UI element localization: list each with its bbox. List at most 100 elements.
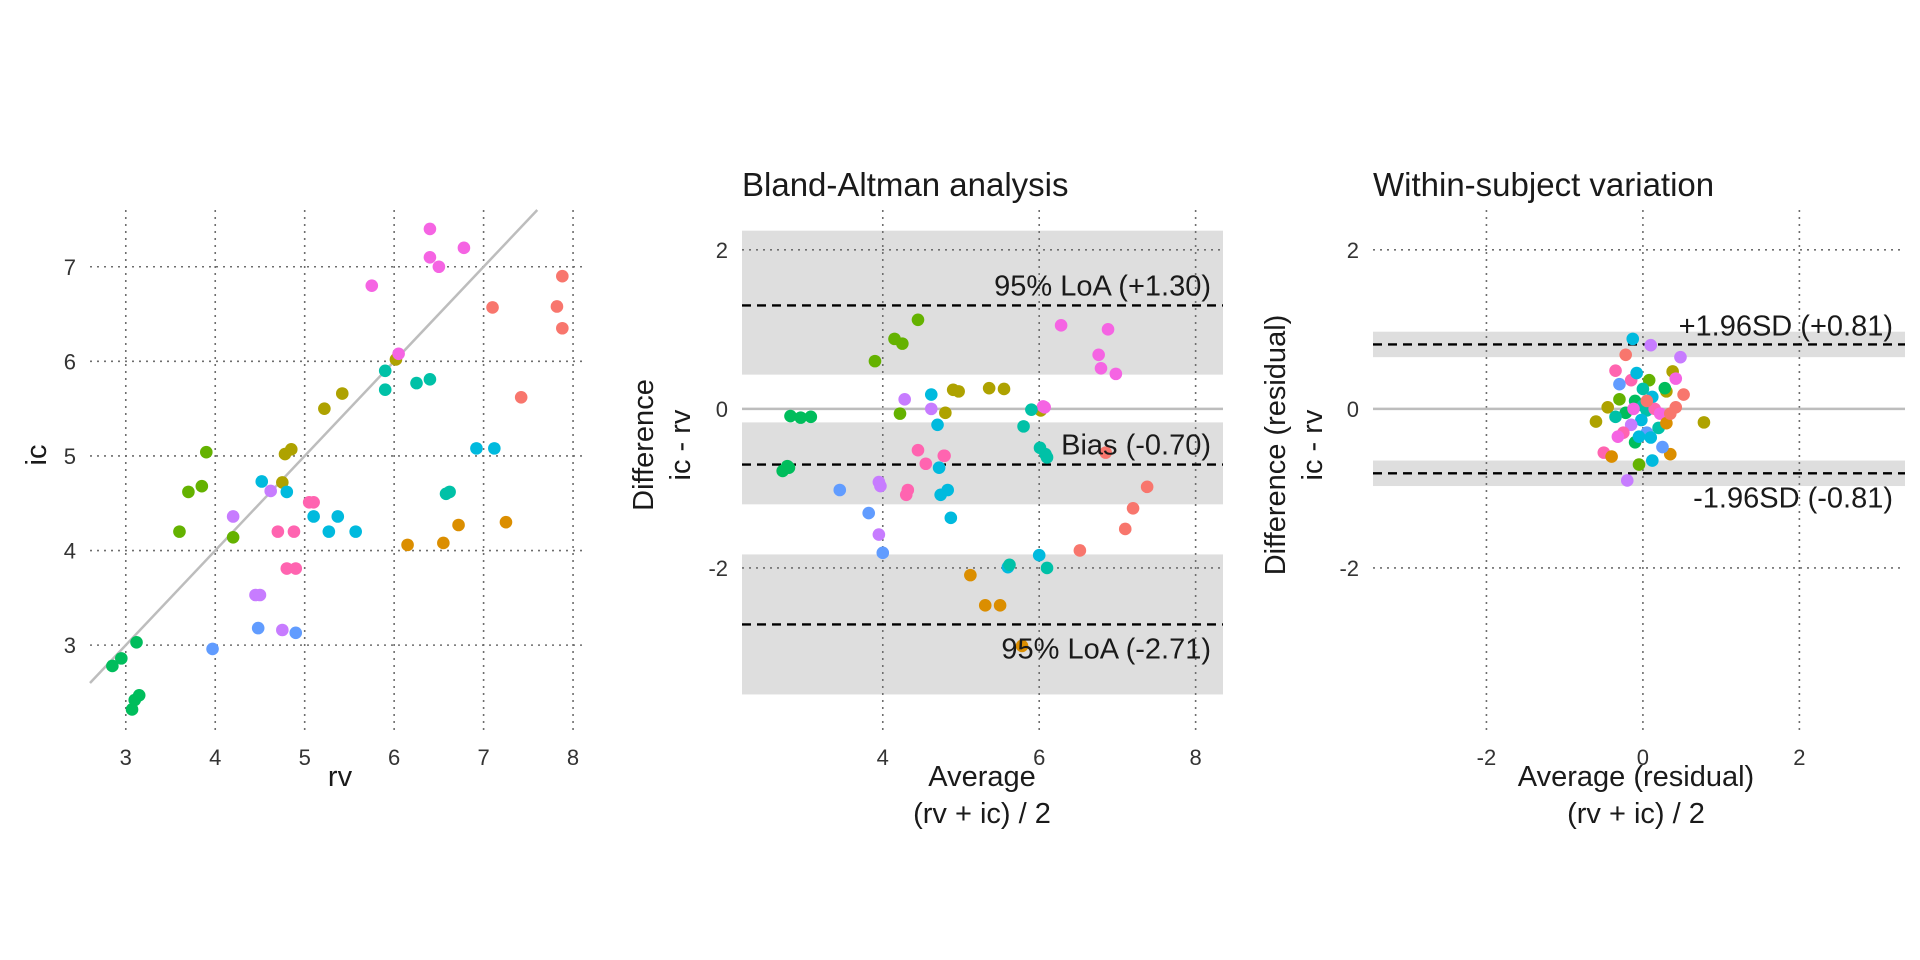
data-point xyxy=(1118,522,1132,536)
data-point xyxy=(437,536,450,550)
data-point xyxy=(804,410,818,424)
x-axis-title-line2: (rv + ic) / 2 xyxy=(1567,798,1705,830)
data-point xyxy=(1092,348,1105,362)
data-point xyxy=(1054,319,1068,332)
data-point xyxy=(931,418,944,432)
data-point xyxy=(924,402,938,416)
x-tick-label: 4 xyxy=(877,745,889,770)
x-tick-label: 6 xyxy=(388,745,400,770)
data-point xyxy=(401,538,414,552)
data-point xyxy=(1609,410,1622,424)
y-tick-label: 2 xyxy=(716,238,728,263)
data-point xyxy=(499,515,513,529)
data-point xyxy=(1040,451,1054,464)
data-point xyxy=(939,406,952,420)
data-point xyxy=(952,385,965,398)
data-point xyxy=(1613,377,1626,391)
data-point xyxy=(423,222,437,236)
data-point xyxy=(264,484,277,498)
data-point xyxy=(556,269,569,283)
data-point xyxy=(911,313,925,327)
data-point xyxy=(893,407,907,420)
data-point xyxy=(1099,446,1112,459)
data-point xyxy=(1073,544,1087,557)
data-point xyxy=(378,364,392,378)
data-point xyxy=(876,546,890,560)
data-point xyxy=(115,652,128,665)
x-tick-label: 0 xyxy=(1637,745,1649,770)
data-point xyxy=(322,525,336,538)
y-tick-label: -2 xyxy=(1339,556,1359,581)
y-axis-title-line2: ic - rv xyxy=(1297,409,1329,480)
data-point xyxy=(1611,430,1625,444)
data-point xyxy=(874,479,887,493)
data-point xyxy=(1626,332,1640,346)
data-point xyxy=(280,485,294,499)
data-point xyxy=(1642,373,1656,387)
data-point xyxy=(1636,382,1650,396)
data-point xyxy=(556,321,569,335)
x-tick-label: -2 xyxy=(1477,745,1497,770)
data-point xyxy=(457,241,471,255)
data-point xyxy=(488,442,501,455)
data-point xyxy=(271,525,285,538)
data-point xyxy=(307,510,320,523)
data-point xyxy=(1036,400,1050,413)
y-axis-title: Difference (residual) xyxy=(1260,315,1292,576)
data-point xyxy=(550,300,564,313)
y-tick-label: 4 xyxy=(64,539,76,564)
panel-scatter: 3 4 5 6 7 8 3 4 5 6 7 rv ic xyxy=(21,209,582,793)
data-point xyxy=(1601,400,1615,414)
data-point xyxy=(1674,350,1687,364)
data-point xyxy=(1644,338,1658,352)
data-point xyxy=(1624,418,1638,432)
data-point xyxy=(1677,388,1690,401)
data-point xyxy=(833,483,847,497)
data-point xyxy=(173,525,186,538)
y-tick-label: 0 xyxy=(716,397,728,422)
data-point xyxy=(1140,480,1154,494)
data-point xyxy=(287,525,301,538)
x-axis-title: Average xyxy=(928,761,1036,793)
bias-label: Bias (-0.70) xyxy=(1061,430,1211,462)
data-point xyxy=(125,703,139,716)
data-point xyxy=(289,562,303,575)
data-point xyxy=(318,402,331,415)
data-point xyxy=(1630,366,1643,380)
data-point xyxy=(1646,454,1659,467)
data-point xyxy=(276,623,289,637)
data-point xyxy=(410,376,423,390)
data-point xyxy=(978,599,992,612)
data-point xyxy=(1101,323,1115,336)
sd-upper-label: +1.96SD (+0.81) xyxy=(1679,310,1893,342)
data-point xyxy=(1632,430,1646,444)
data-point xyxy=(932,461,946,475)
data-point xyxy=(1663,407,1677,420)
data-point xyxy=(452,518,465,532)
x-axis-title-line2: (rv + ic) / 2 xyxy=(913,798,1051,830)
data-point xyxy=(307,495,320,509)
data-point xyxy=(896,337,909,350)
data-point xyxy=(1669,372,1683,385)
x-tick-label: 6 xyxy=(1033,745,1045,770)
data-point xyxy=(432,260,446,274)
data-point xyxy=(392,347,405,361)
data-point xyxy=(106,659,119,673)
data-point xyxy=(1697,416,1711,429)
data-point xyxy=(195,479,209,493)
y-axis-title: Difference xyxy=(628,379,660,511)
data-point xyxy=(1126,501,1140,515)
data-point xyxy=(862,506,876,520)
data-point xyxy=(898,393,911,406)
y-axis-title: ic xyxy=(21,445,53,466)
data-point xyxy=(1609,364,1622,377)
data-point xyxy=(251,621,265,635)
x-tick-label: 5 xyxy=(299,745,311,770)
x-tick-label: 4 xyxy=(209,745,221,770)
panel-bland-altman: 95% LoA (+1.30) Bias (-0.70) 95% LoA (-2.7… xyxy=(628,166,1223,830)
data-point xyxy=(226,530,240,544)
y-tick-label: 2 xyxy=(1347,238,1359,263)
data-point xyxy=(253,588,267,602)
data-point xyxy=(1589,415,1603,428)
